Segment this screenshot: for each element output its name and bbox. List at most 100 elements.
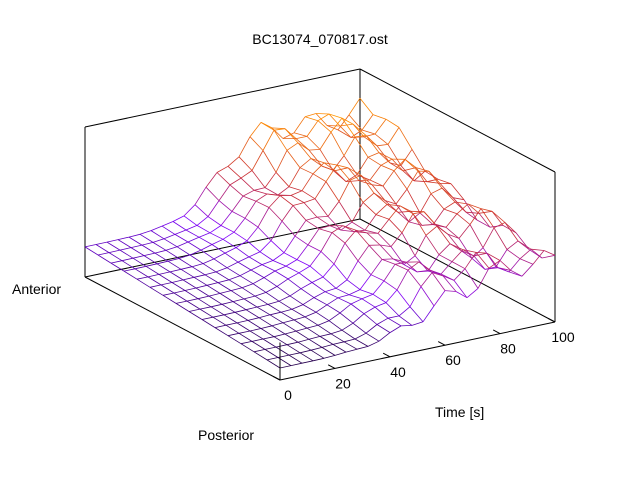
mesh-segment [312, 162, 325, 175]
mesh-segment [220, 225, 235, 233]
mesh-segment [408, 221, 423, 226]
mesh-segment [326, 297, 339, 306]
mesh-segment [269, 311, 282, 316]
mesh-segment [317, 324, 332, 335]
mesh-segment [477, 267, 490, 289]
mesh-segment [162, 294, 177, 304]
mesh-segment [376, 324, 391, 333]
mesh-segment [502, 225, 517, 234]
mesh-segment [436, 225, 451, 244]
mesh-segment [286, 142, 299, 151]
mesh-segment [191, 263, 204, 268]
mesh-segment [160, 282, 173, 286]
mesh-segment [365, 324, 378, 334]
mesh-segment [452, 197, 465, 201]
mesh-segment [495, 266, 510, 273]
mesh-segment [486, 252, 501, 261]
mesh-segment [198, 236, 213, 245]
mesh-segment [385, 302, 400, 317]
mesh-segment [262, 336, 275, 340]
mesh-segment [289, 295, 304, 305]
mesh-segment [348, 294, 363, 300]
mesh-segment [121, 260, 136, 270]
mesh-segment [291, 308, 306, 318]
mesh-segment [305, 216, 318, 221]
mesh-segment [295, 136, 308, 139]
mesh-segment [108, 249, 121, 253]
posterior-label: Posterior [198, 427, 254, 443]
mesh-segment [314, 181, 327, 200]
mesh-segment [328, 113, 341, 127]
mesh-segment [407, 261, 420, 271]
mesh-segment [267, 304, 282, 313]
mesh-segment [388, 218, 403, 234]
mesh-segment [281, 205, 294, 222]
mesh-segment [341, 117, 354, 125]
mesh-segment [460, 250, 473, 259]
mesh-segment [440, 273, 455, 281]
mesh-segment [301, 173, 314, 191]
mesh-segment [308, 338, 323, 348]
mesh-segment [240, 341, 253, 345]
mesh-segment [349, 180, 364, 203]
mesh-segment [173, 290, 186, 294]
mesh-segment [532, 250, 545, 265]
mesh-segment [396, 269, 409, 291]
time-tick-label: 60 [445, 352, 461, 368]
mesh-segment [308, 149, 321, 151]
mesh-segment [267, 300, 280, 305]
time-tick-label: 20 [335, 375, 351, 391]
mesh-segment [268, 195, 281, 208]
mesh-segment [392, 258, 407, 263]
mesh-segment [401, 213, 414, 234]
mesh-segment [195, 287, 210, 297]
mesh-segment [249, 330, 264, 340]
mesh-segment [285, 265, 300, 274]
mesh-segment [344, 242, 359, 262]
mesh-segment [161, 221, 174, 227]
mesh-segment [382, 185, 397, 205]
mesh-segment [363, 306, 376, 315]
mesh-segment [417, 170, 432, 194]
mesh-segment [383, 264, 396, 282]
time-tick-label: 100 [551, 329, 575, 345]
mesh-segment [196, 225, 211, 234]
mesh-segment [160, 284, 175, 294]
mesh-segment [145, 265, 160, 275]
mesh-segment [262, 338, 277, 348]
mesh-segment [253, 351, 268, 361]
mesh-segment [254, 295, 269, 305]
mesh-segment [413, 180, 428, 183]
mesh-segment [226, 267, 241, 277]
mesh-segment [346, 260, 359, 281]
mesh-segment [515, 232, 530, 250]
mesh-segment [175, 300, 188, 304]
mesh-segment [350, 303, 365, 315]
mesh-segment [439, 183, 454, 198]
mesh-segment [302, 297, 315, 305]
mesh-segment [414, 255, 429, 272]
mesh-segment [453, 268, 466, 281]
mesh-segment [236, 322, 251, 332]
mesh-segment [200, 249, 215, 260]
mesh-segment [404, 159, 419, 172]
mesh-segment [318, 228, 333, 233]
mesh-segment [261, 260, 274, 265]
mesh-segment [310, 349, 325, 359]
mesh-segment [430, 187, 443, 195]
mesh-segment [418, 261, 433, 273]
mesh-segment [432, 208, 445, 225]
mesh-segment [393, 170, 408, 190]
mesh-segment [319, 149, 334, 171]
mesh-segment [412, 211, 425, 215]
mesh-segment [290, 362, 303, 366]
mesh-segment [169, 268, 182, 273]
mesh-segment [348, 97, 361, 116]
mesh-segment [456, 203, 469, 215]
mesh-segment [339, 123, 354, 127]
mesh-segment [504, 222, 519, 242]
mesh-segment [401, 232, 416, 256]
mesh-segment [345, 180, 360, 182]
mesh-segment [408, 212, 421, 223]
box-edge-back [84, 68, 361, 128]
